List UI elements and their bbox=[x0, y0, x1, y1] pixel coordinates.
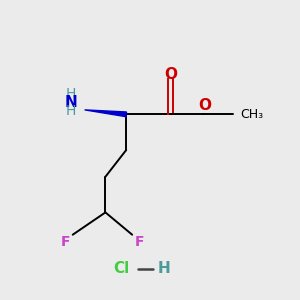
Text: Cl: Cl bbox=[113, 261, 129, 276]
Text: O: O bbox=[164, 67, 177, 82]
Text: H: H bbox=[66, 86, 76, 100]
Text: H: H bbox=[158, 261, 170, 276]
Text: F: F bbox=[61, 235, 70, 249]
Text: O: O bbox=[199, 98, 212, 113]
Polygon shape bbox=[85, 110, 127, 117]
Text: N: N bbox=[65, 95, 78, 110]
Text: CH₃: CH₃ bbox=[241, 108, 264, 121]
Text: F: F bbox=[135, 235, 144, 249]
Text: H: H bbox=[66, 104, 76, 118]
